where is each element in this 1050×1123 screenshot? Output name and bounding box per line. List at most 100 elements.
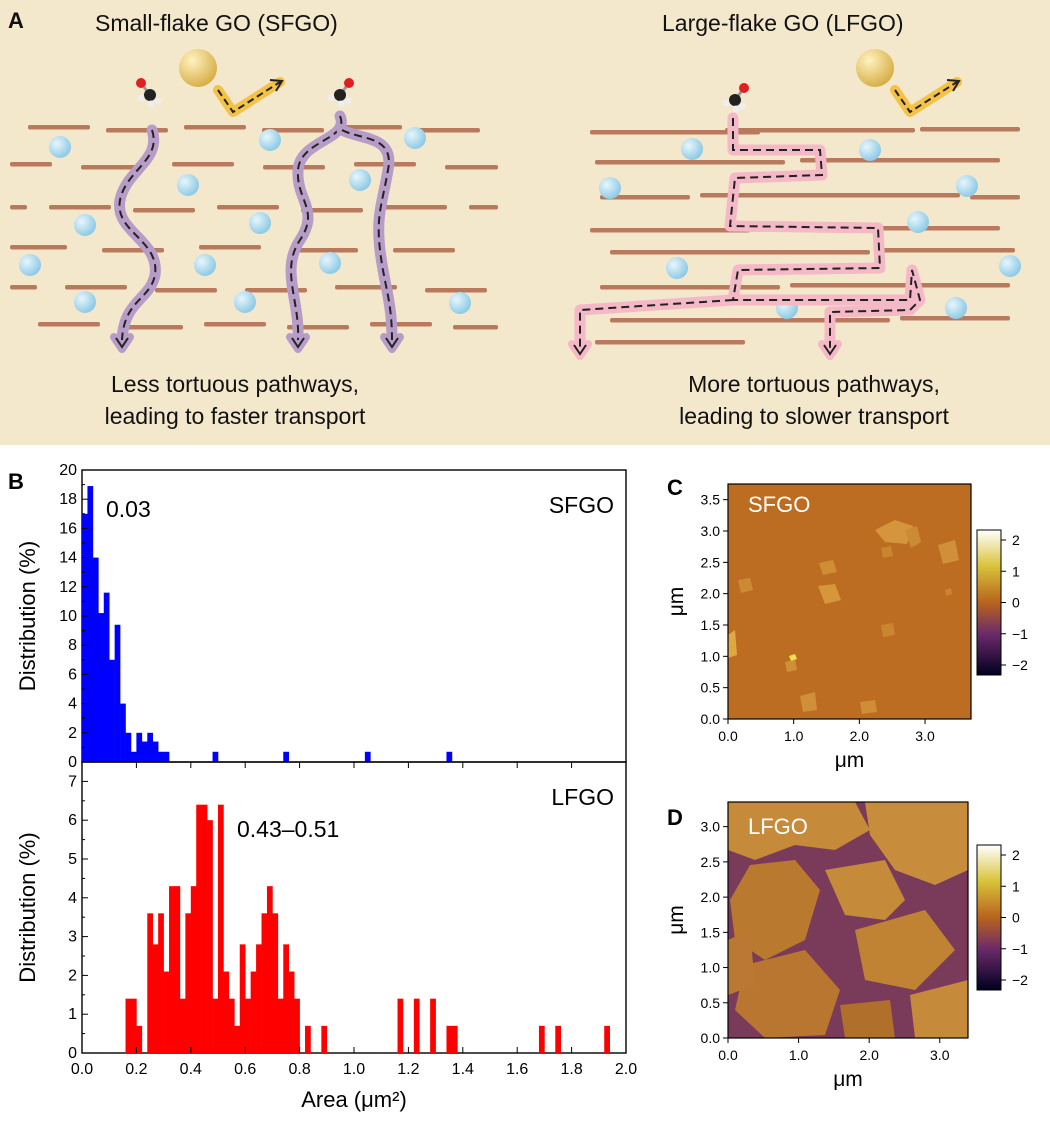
hydrogen-atom	[147, 100, 155, 108]
histogram-bar	[283, 751, 290, 762]
colorbar-tick-label: 2	[1012, 532, 1020, 548]
small-go-flake	[217, 205, 279, 210]
path-arrowhead-halo	[110, 333, 134, 353]
panel-a-schematic: A Small-flake GO (SFGO) Large-flake GO (…	[0, 0, 1050, 445]
path-arrowhead	[823, 344, 837, 356]
histogram-bar	[98, 613, 105, 762]
ion-sphere	[945, 297, 967, 319]
colorbar-tick-label: 2	[1012, 847, 1020, 863]
colorbar-tick-label: −2	[1012, 657, 1028, 673]
small-go-flake	[469, 205, 498, 210]
small-go-flake	[81, 165, 143, 170]
reflection-arrow-dashed	[217, 81, 281, 114]
histogram-bar	[152, 944, 159, 1053]
histogram-bar	[207, 820, 213, 1053]
path-arrowhead	[385, 337, 399, 349]
reflection-arrowhead	[269, 79, 284, 92]
y-tick-label: 0.0	[701, 1030, 721, 1046]
hydrogen-atom	[344, 97, 352, 105]
afm-flake	[860, 700, 877, 714]
x-tick-label: 1.4	[452, 1061, 474, 1078]
small-go-flake	[418, 128, 480, 133]
sfgo-caption-line1: Less tortuous pathways,	[110, 371, 360, 397]
large-go-flake	[800, 158, 1000, 163]
lfgo-pathway-dashed	[579, 118, 922, 350]
afm-flake	[735, 950, 840, 1038]
panel-c-afm-image: C 0.0 1.0 2.0 3.0 0.0 0.5 1.0 1.5 2.0 2.5 3.0 3.5 μm μ…	[665, 475, 1028, 772]
histogram-bar	[277, 998, 284, 1053]
colorbar-tick-label: 0	[1012, 910, 1020, 926]
x-axis-unit: μm	[833, 1068, 863, 1091]
histogram-bar	[266, 886, 273, 1053]
lfgo-histogram: 0 1 2 3 4 5 6 7 Distribution (%) LFGO 0.43–0.51 0.0…	[15, 761, 637, 1112]
panel-label: C	[667, 475, 683, 500]
small-go-flake	[340, 125, 402, 130]
small-go-flake	[370, 322, 432, 327]
y-tick-label: 6	[68, 666, 77, 683]
small-go-flake	[262, 128, 324, 133]
hydrogen-atom	[732, 105, 740, 113]
y-axis-label: Distribution (%)	[15, 832, 40, 982]
small-go-flake	[10, 162, 52, 167]
small-go-flake	[425, 288, 487, 293]
ion-sphere	[177, 174, 199, 196]
sample-label: LFGO	[551, 784, 614, 810]
histogram-bar	[288, 971, 295, 1053]
reflection-arrow-halo	[890, 77, 962, 117]
hydrogen-atom	[722, 99, 730, 107]
x-axis-label: Area (μm²)	[301, 1087, 407, 1112]
sample-label: SFGO	[549, 492, 614, 518]
histogram-bar	[136, 732, 143, 762]
y-tick-label: 2.0	[701, 889, 721, 905]
path-arrowhead-halo	[568, 340, 592, 360]
y-tick-label: 4	[68, 890, 77, 907]
methanol-carbon-atom	[334, 89, 346, 101]
gold-sphere	[856, 49, 894, 87]
panel-d-afm-image: D 0.0 1.0 2.0 3.0 0.0 0.5 1.0 1.5 2.0 2.5 3.0 μm μm 2 1…	[665, 801, 1028, 1091]
large-go-flake	[590, 228, 750, 233]
afm-flake	[905, 526, 921, 548]
x-tick-label: 1.6	[506, 1061, 528, 1078]
y-tick-label: 6	[68, 812, 77, 829]
histogram-bar	[152, 741, 159, 762]
ion-sphere	[956, 175, 978, 197]
y-tick-label: 12	[59, 579, 77, 596]
histogram-bar	[82, 513, 88, 762]
x-tick-label: 3.0	[930, 1047, 950, 1063]
y-tick-label: 8	[68, 637, 77, 654]
large-go-flake	[790, 283, 1010, 288]
histogram-bar	[397, 998, 404, 1053]
x-tick-label: 0.0	[718, 728, 738, 744]
y-tick-label: 14	[59, 550, 77, 567]
histogram-bar	[147, 732, 154, 762]
reflection-arrowhead	[946, 79, 961, 92]
afm-flake	[800, 692, 817, 712]
histogram-bar	[103, 592, 110, 762]
histogram-bar	[538, 1025, 545, 1053]
afm-flake	[825, 860, 905, 920]
histogram-bar	[174, 886, 181, 1053]
sfgo-pathway-3-halo	[336, 124, 398, 346]
histogram-bar	[87, 486, 94, 762]
histogram-bar	[239, 944, 246, 1053]
colorbar-tick-label: −1	[1012, 941, 1028, 957]
ion-sphere	[449, 292, 471, 314]
histogram-bar	[136, 1025, 143, 1053]
large-go-flake	[880, 248, 1015, 253]
colorbar-tick-label: 1	[1012, 878, 1020, 894]
histogram-bar	[555, 1025, 562, 1053]
histogram-bar	[114, 624, 121, 762]
afm-flake	[938, 540, 959, 564]
histogram-bar	[196, 804, 202, 1053]
x-tick-label: 2.0	[859, 1047, 879, 1063]
histogram-bar	[158, 913, 164, 1053]
afm-flake	[728, 802, 870, 860]
x-tick-label: 2.0	[850, 728, 870, 744]
small-go-flake	[65, 285, 127, 290]
ion-sphere	[19, 254, 41, 276]
histogram-bar	[147, 913, 154, 1053]
ion-sphere	[999, 255, 1021, 277]
afm-flake	[785, 660, 797, 672]
histogram-bar	[413, 998, 420, 1053]
